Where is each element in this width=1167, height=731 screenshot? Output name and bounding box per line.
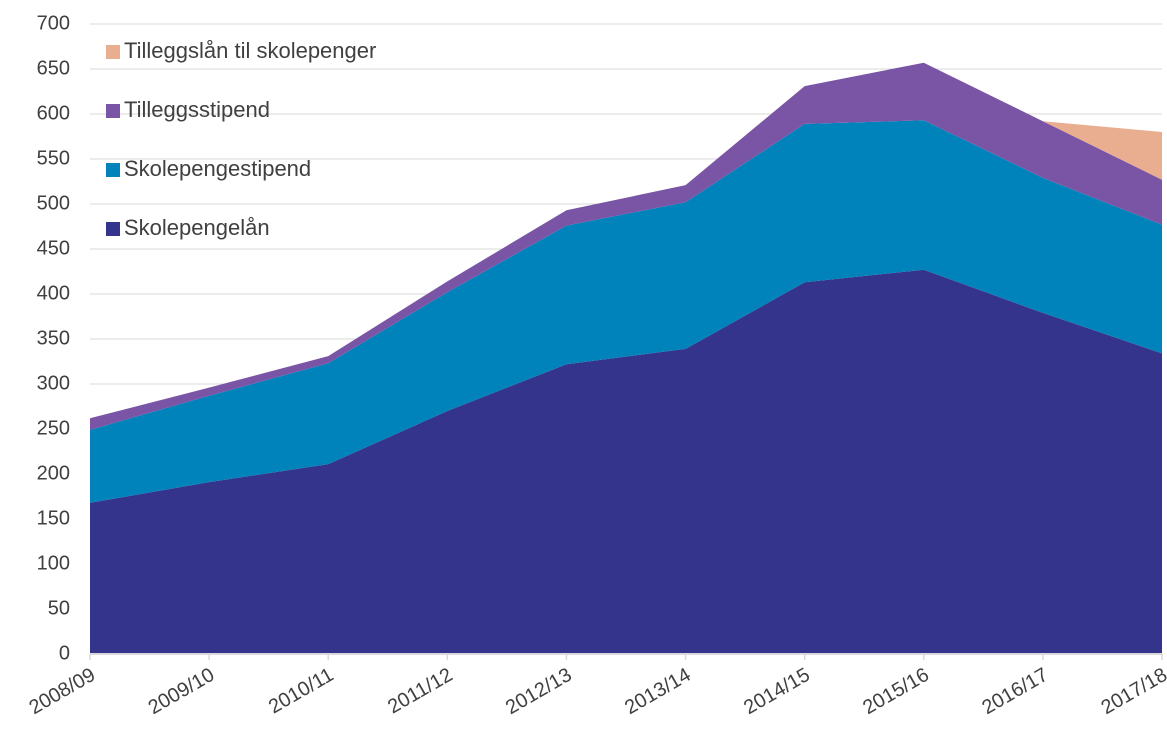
x-tick-label: 2012/13 xyxy=(502,664,576,719)
x-tick-label: 2009/10 xyxy=(145,664,219,719)
y-tick-label: 550 xyxy=(37,147,70,169)
x-tick-label: 2008/09 xyxy=(26,664,100,719)
y-tick-label: 700 xyxy=(37,12,70,34)
legend-label: Tilleggsstipend xyxy=(124,97,270,122)
y-tick-label: 200 xyxy=(37,462,70,484)
y-tick-label: 600 xyxy=(37,102,70,124)
legend-label: Skolepengelån xyxy=(124,215,270,240)
area xyxy=(90,62,1162,430)
legend-swatch xyxy=(106,163,120,177)
legend-swatch xyxy=(106,45,120,59)
x-tick-label: 2017/18 xyxy=(1098,664,1167,719)
x-tick-label: 2013/14 xyxy=(621,664,695,719)
x-tick-label: 2015/16 xyxy=(859,664,933,719)
y-tick-label: 450 xyxy=(37,237,70,259)
legend-swatch xyxy=(106,222,120,236)
y-tick-label: 350 xyxy=(37,327,70,349)
y-tick-label: 50 xyxy=(48,597,70,619)
y-tick-label: 0 xyxy=(59,642,70,664)
legend-label: Skolepengestipend xyxy=(124,156,311,181)
y-tick-label: 100 xyxy=(37,552,70,574)
x-tick-label: 2011/12 xyxy=(384,664,456,718)
area xyxy=(90,269,1162,654)
x-tick-label: 2010/11 xyxy=(265,664,337,718)
y-tick-label: 300 xyxy=(37,372,70,394)
y-tick-label: 400 xyxy=(37,282,70,304)
y-tick-label: 500 xyxy=(37,192,70,214)
legend-label: Tilleggslån til skolepenger xyxy=(124,38,376,63)
y-tick-label: 150 xyxy=(37,507,70,529)
area xyxy=(90,120,1162,503)
x-tick-label: 2016/17 xyxy=(978,664,1052,719)
x-tick-label: 2014/15 xyxy=(740,664,814,719)
y-tick-label: 250 xyxy=(37,417,70,439)
legend-swatch xyxy=(106,104,120,118)
y-tick-label: 650 xyxy=(37,57,70,79)
